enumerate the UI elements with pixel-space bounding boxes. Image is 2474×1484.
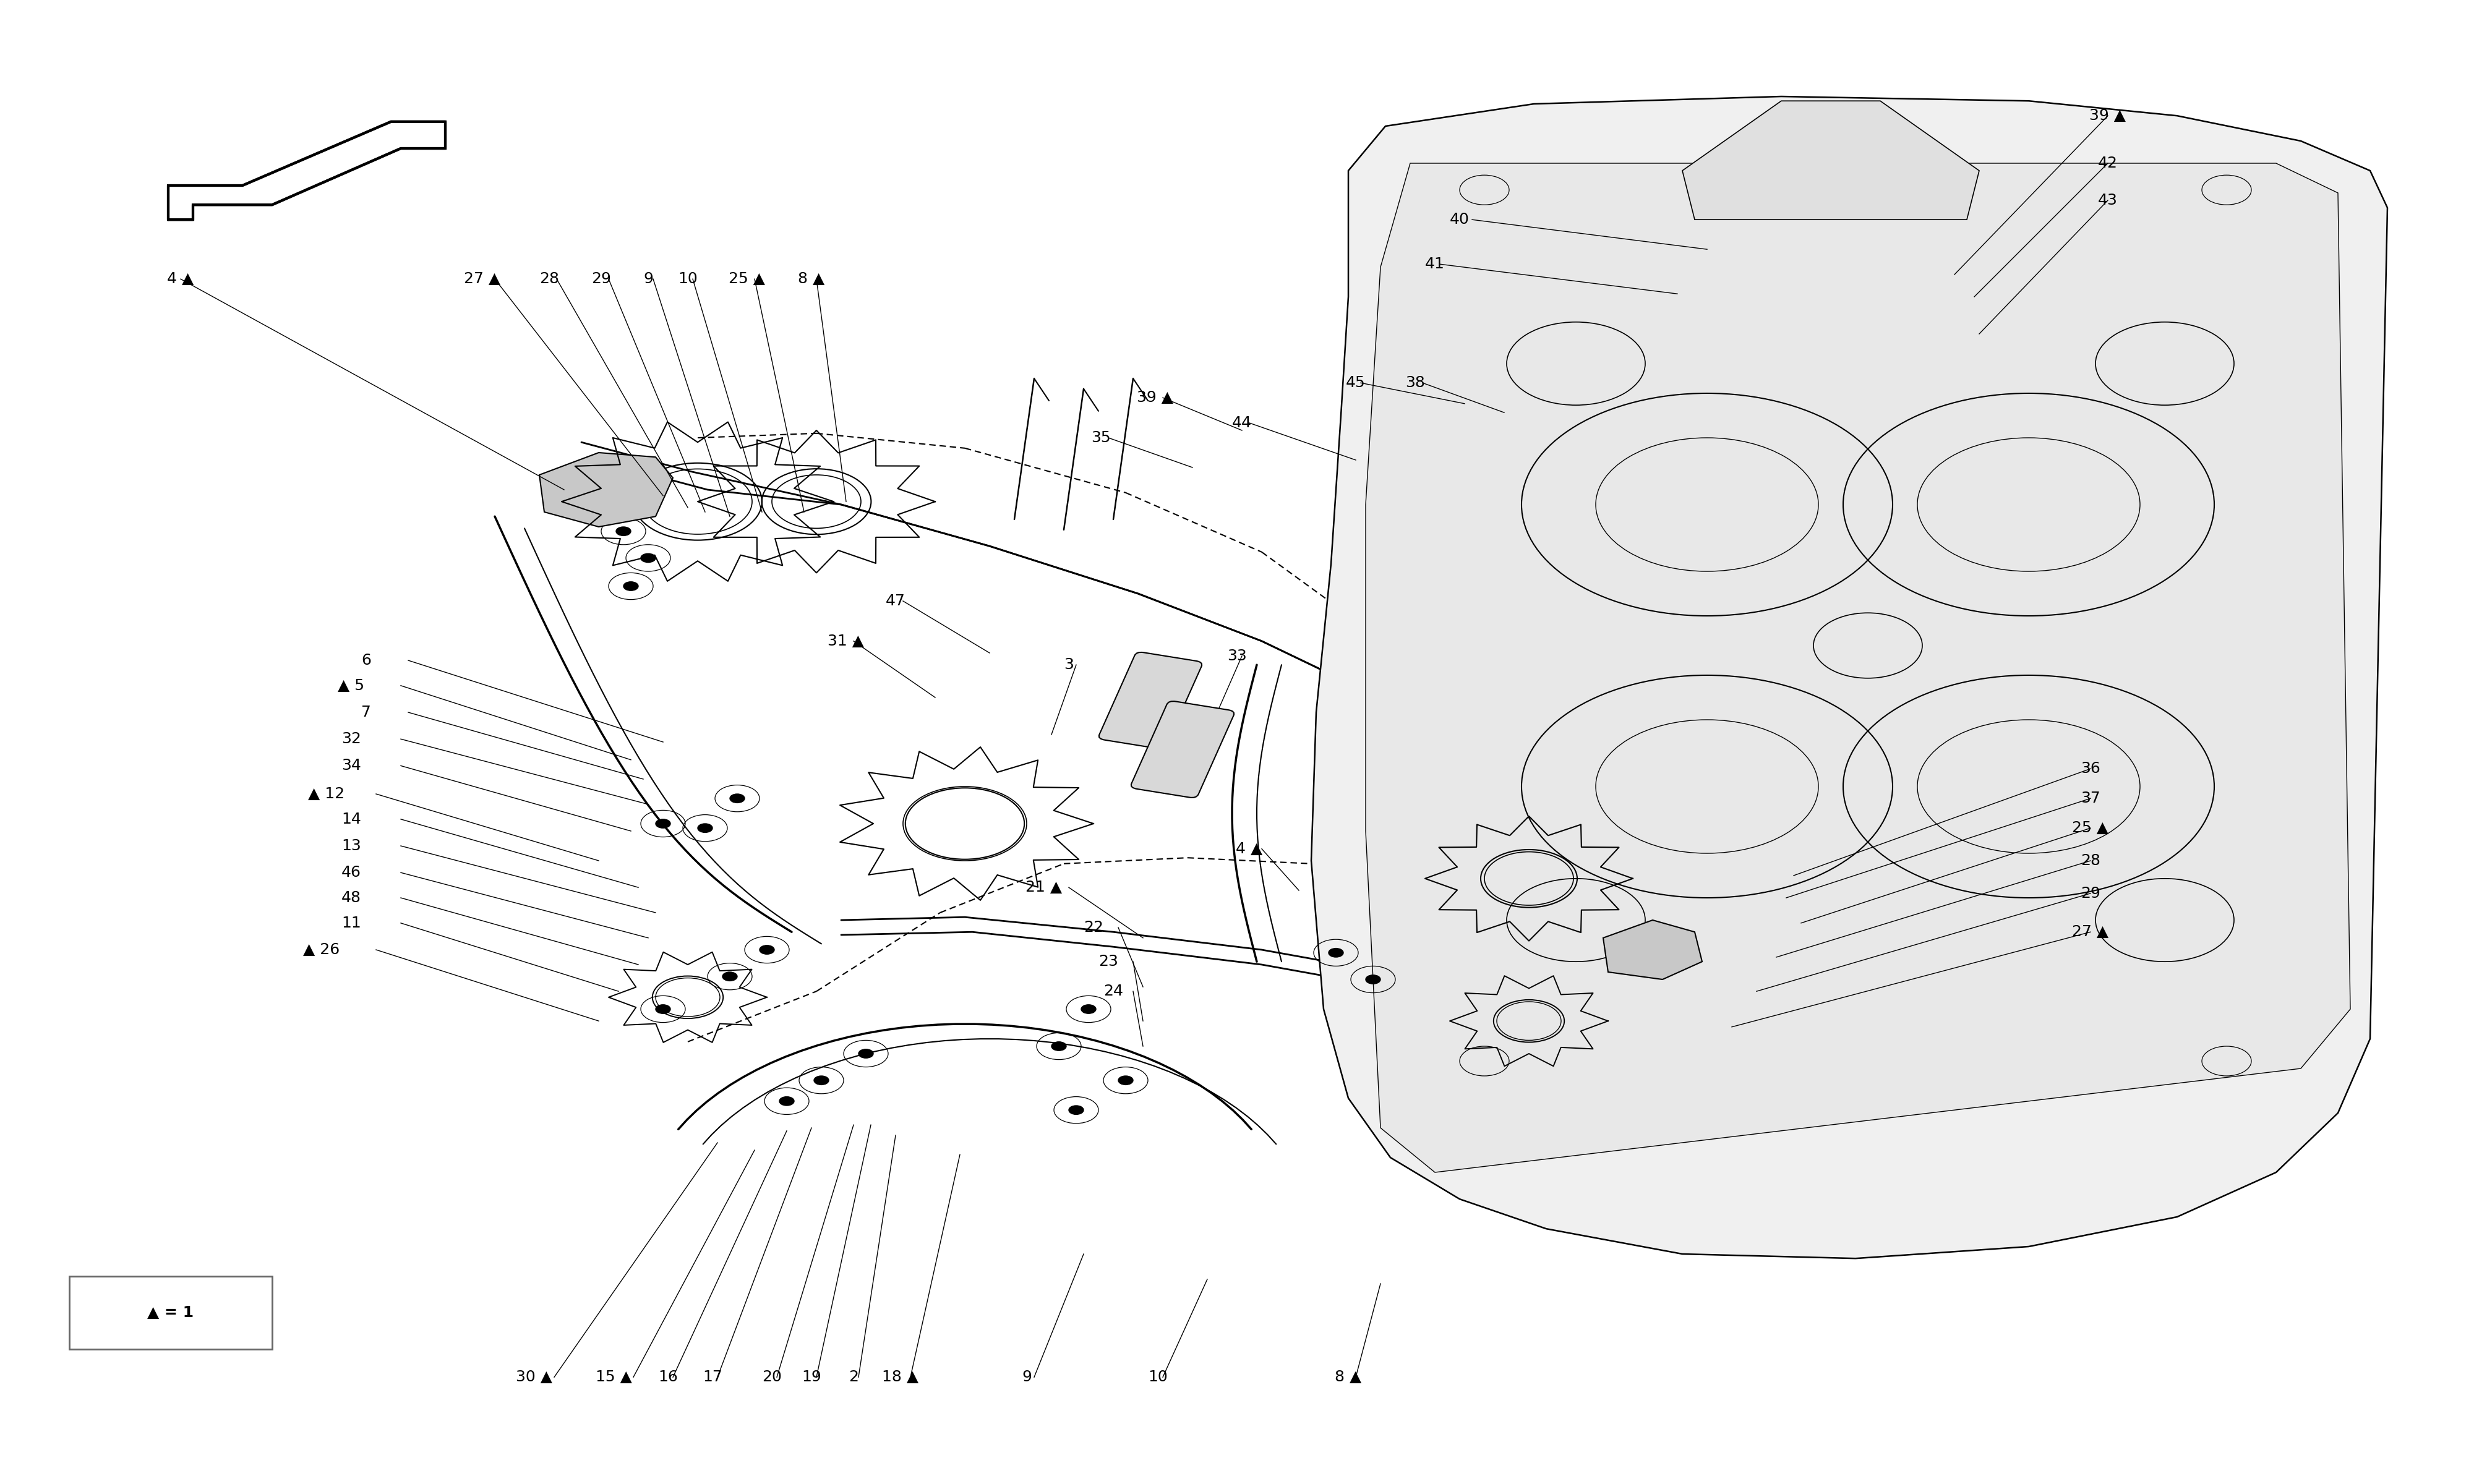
Text: 14: 14 [341, 812, 361, 827]
Text: 42: 42 [2098, 156, 2118, 171]
Text: 28: 28 [2081, 853, 2100, 868]
Text: ▲ 12: ▲ 12 [309, 787, 344, 801]
Text: 29: 29 [2081, 886, 2100, 901]
Text: 35: 35 [1091, 430, 1111, 445]
Circle shape [1118, 1076, 1133, 1085]
Circle shape [616, 527, 631, 536]
Circle shape [858, 1049, 873, 1058]
Text: 21 ▲: 21 ▲ [1027, 880, 1061, 895]
Text: 22: 22 [1084, 920, 1103, 935]
Text: 19: 19 [802, 1370, 821, 1385]
Text: 41: 41 [1425, 257, 1445, 272]
FancyBboxPatch shape [1098, 653, 1202, 748]
Text: 6: 6 [361, 653, 371, 668]
Circle shape [656, 819, 670, 828]
Text: 17: 17 [703, 1370, 722, 1385]
Text: 37: 37 [2081, 791, 2100, 806]
Text: 33: 33 [1227, 649, 1247, 663]
Text: 46: 46 [341, 865, 361, 880]
Text: 47: 47 [886, 594, 905, 608]
Text: 4 ▲: 4 ▲ [168, 272, 193, 286]
Text: 23: 23 [1098, 954, 1118, 969]
Text: 4 ▲: 4 ▲ [1237, 841, 1262, 856]
Text: 9: 9 [1022, 1370, 1032, 1385]
Text: 34: 34 [341, 758, 361, 773]
Text: 25 ▲: 25 ▲ [730, 272, 764, 286]
Text: 9: 9 [643, 272, 653, 286]
Polygon shape [1311, 96, 2387, 1258]
Text: 3: 3 [1064, 657, 1074, 672]
Text: 8 ▲: 8 ▲ [1336, 1370, 1361, 1385]
Circle shape [698, 824, 713, 833]
Text: 20: 20 [762, 1370, 782, 1385]
Text: 8 ▲: 8 ▲ [799, 272, 824, 286]
Text: 7: 7 [361, 705, 371, 720]
Polygon shape [168, 122, 445, 220]
FancyBboxPatch shape [69, 1276, 272, 1349]
Text: 2: 2 [849, 1370, 858, 1385]
Text: 30 ▲: 30 ▲ [517, 1370, 552, 1385]
Text: ▲ 26: ▲ 26 [304, 942, 339, 957]
Text: 16: 16 [658, 1370, 678, 1385]
Polygon shape [1682, 101, 1979, 220]
Text: 24: 24 [1103, 984, 1123, 999]
Text: 40: 40 [1450, 212, 1470, 227]
Text: 45: 45 [1346, 375, 1366, 390]
Circle shape [814, 1076, 829, 1085]
Circle shape [641, 554, 656, 562]
Circle shape [1069, 1106, 1084, 1114]
Polygon shape [539, 453, 673, 527]
Polygon shape [1603, 920, 1702, 979]
Circle shape [1366, 975, 1380, 984]
Text: ▲ 5: ▲ 5 [339, 678, 364, 693]
Circle shape [656, 1005, 670, 1014]
Text: 27 ▲: 27 ▲ [465, 272, 500, 286]
Text: 27 ▲: 27 ▲ [2073, 925, 2108, 939]
Text: 38: 38 [1405, 375, 1425, 390]
Circle shape [722, 972, 737, 981]
Text: 25 ▲: 25 ▲ [2073, 821, 2108, 835]
Text: 36: 36 [2081, 761, 2100, 776]
Text: 11: 11 [341, 916, 361, 930]
Circle shape [760, 945, 774, 954]
Circle shape [1081, 1005, 1096, 1014]
Circle shape [730, 794, 745, 803]
Text: 10: 10 [678, 272, 698, 286]
Text: 39 ▲: 39 ▲ [1138, 390, 1173, 405]
FancyBboxPatch shape [1131, 702, 1235, 797]
Text: 39 ▲: 39 ▲ [2091, 108, 2125, 123]
Text: 15 ▲: 15 ▲ [596, 1370, 631, 1385]
Circle shape [1329, 948, 1343, 957]
Circle shape [623, 582, 638, 591]
Text: 18 ▲: 18 ▲ [883, 1370, 918, 1385]
Polygon shape [1366, 163, 2350, 1172]
Text: 13: 13 [341, 838, 361, 853]
Text: 43: 43 [2098, 193, 2118, 208]
Text: 32: 32 [341, 732, 361, 746]
Text: 10: 10 [1148, 1370, 1168, 1385]
Text: ▲ = 1: ▲ = 1 [148, 1306, 193, 1321]
Text: 29: 29 [591, 272, 611, 286]
Circle shape [779, 1097, 794, 1106]
Text: 28: 28 [539, 272, 559, 286]
Text: 31 ▲: 31 ▲ [829, 634, 863, 649]
Circle shape [1051, 1042, 1066, 1051]
Text: 44: 44 [1232, 416, 1252, 430]
Text: 48: 48 [341, 890, 361, 905]
